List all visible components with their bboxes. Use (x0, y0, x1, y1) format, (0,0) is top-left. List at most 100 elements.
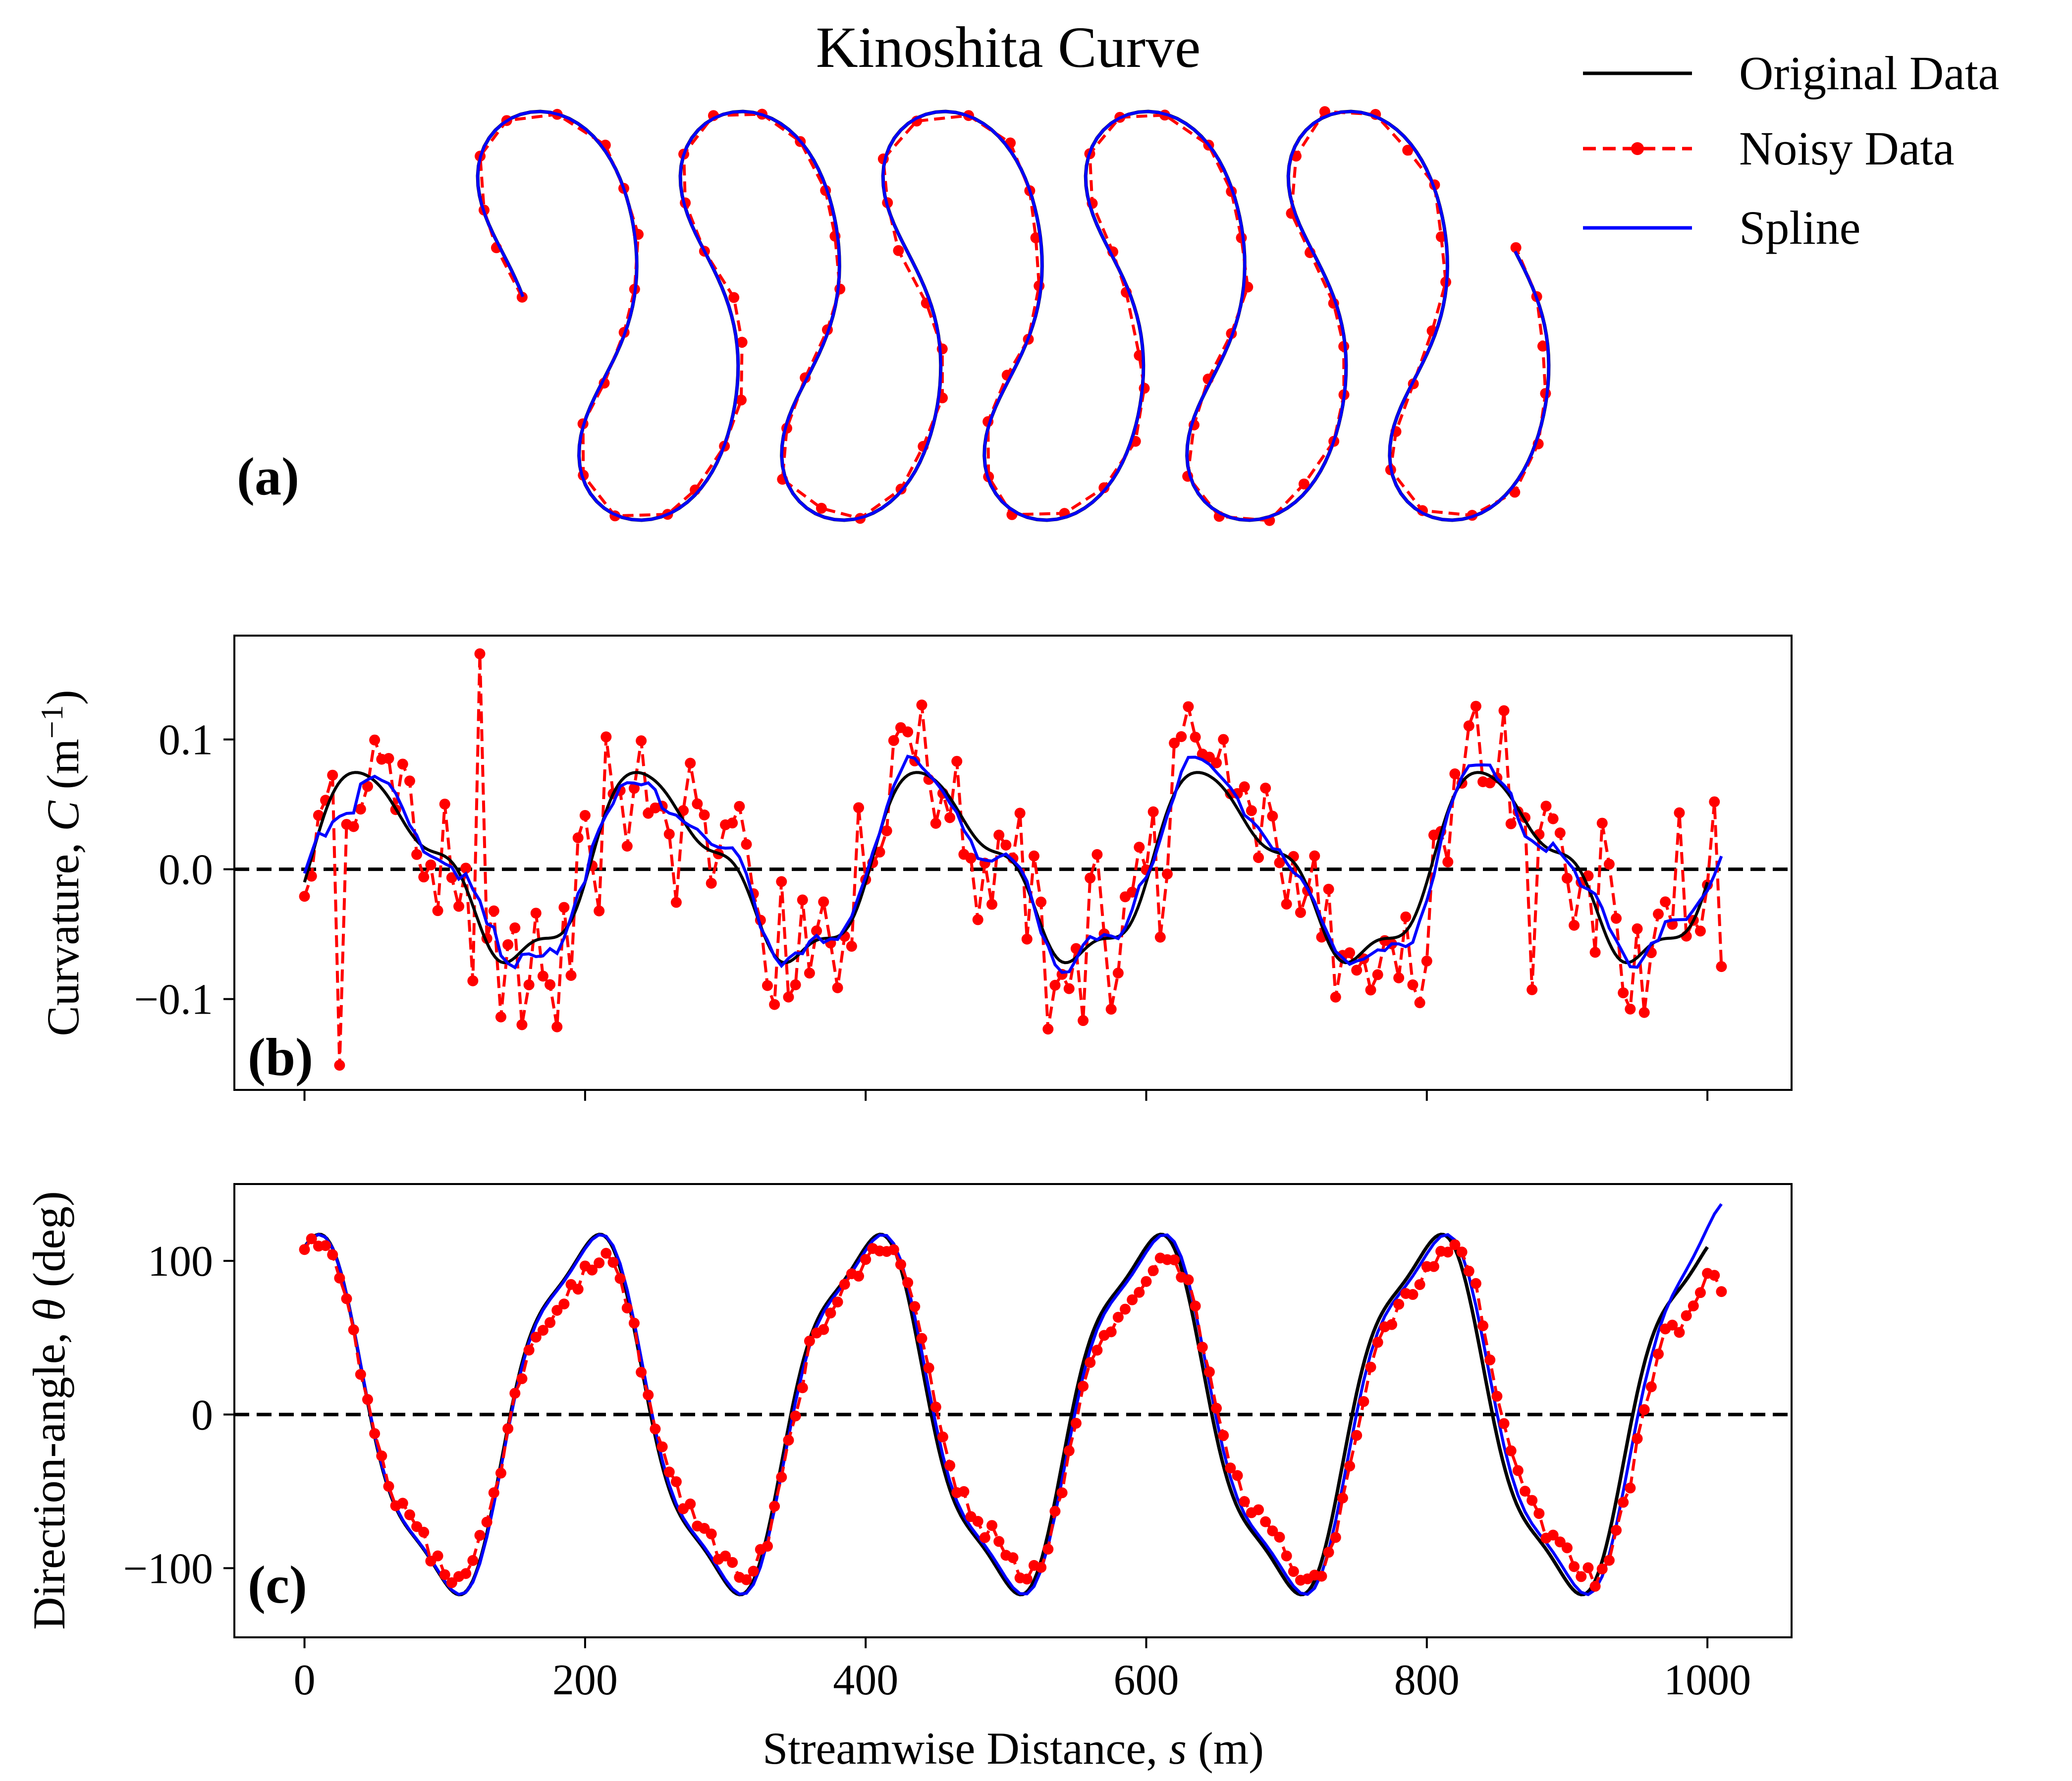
angle-noisy-point (1169, 1254, 1180, 1266)
angle-noisy-point (636, 1366, 647, 1378)
curvature-noisy-point (1246, 805, 1257, 816)
angle-noisy-point (895, 1259, 906, 1270)
angle-spline-line (303, 1203, 1723, 1597)
curvature-noisy-point (1183, 701, 1194, 712)
angle-noisy-point (1141, 1276, 1152, 1287)
angle-noisy-point (1611, 1524, 1622, 1536)
curvature-noisy-point (628, 783, 640, 794)
curvature-noisy-point (1323, 883, 1334, 895)
panel-c-letter: (c) (248, 1556, 307, 1615)
x-axis-label: Streamwise Distance, s (m) (763, 1723, 1264, 1774)
angle-noisy-point (509, 1388, 521, 1399)
angle-noisy-point (1134, 1287, 1145, 1298)
angle-noisy-point (1323, 1547, 1334, 1558)
curvature-noisy-point (600, 731, 612, 743)
angle-noisy-point (397, 1498, 408, 1509)
angle-noisy-point (530, 1332, 542, 1343)
curvature-noisy-point (530, 908, 542, 919)
angle-noisy-point (1190, 1300, 1201, 1312)
legend-marker-noisy (1631, 142, 1644, 155)
curvature-noisy-point (362, 781, 373, 792)
curvature-noisy-point (685, 757, 696, 769)
angle-noisy-point (986, 1520, 998, 1531)
angle-noisy-point (1527, 1495, 1538, 1506)
curvature-noisy-point (1091, 849, 1103, 860)
legend-label-spline: Spline (1739, 201, 1860, 254)
angle-noisy-point (656, 1441, 668, 1453)
planform-noisy-point (816, 502, 827, 514)
angle-noisy-point (481, 1516, 492, 1528)
angle-noisy-point (776, 1471, 787, 1483)
curvature-noisy-point (1295, 907, 1306, 918)
angle-noisy-point (670, 1476, 682, 1487)
curvature-noisy-point (1085, 872, 1096, 884)
curvature-noisy-point (783, 991, 794, 1003)
angle-noisy-point (1589, 1581, 1601, 1592)
curvature-noisy-point (1028, 850, 1039, 862)
curvature-noisy-point (727, 817, 738, 829)
curvature-noisy-point (1176, 731, 1187, 742)
angle-noisy-point (1203, 1366, 1215, 1378)
y-tick-label: 100 (148, 1238, 213, 1286)
curvature-noisy-point (1393, 972, 1405, 983)
angle-noisy-point (376, 1450, 387, 1461)
curvature-noisy-point (699, 809, 710, 820)
angle-noisy-point (930, 1402, 941, 1413)
angle-noisy-point (832, 1296, 843, 1308)
curvature-noisy-point (1449, 768, 1461, 780)
angle-noisy-point (600, 1247, 612, 1259)
planform-noisy-point (1298, 478, 1309, 489)
angle-noisy-point (594, 1257, 605, 1269)
angle-noisy-point (1267, 1525, 1278, 1537)
angle-noisy-point (320, 1240, 331, 1251)
angle-noisy-point (1211, 1403, 1222, 1414)
curvature-noisy-point (579, 810, 591, 821)
angle-noisy-point (1042, 1543, 1054, 1555)
curvature-noisy-point (1498, 705, 1510, 716)
y-tick-label: −0.1 (134, 976, 213, 1024)
curvature-noisy-point (432, 905, 443, 917)
curvature-noisy-point (558, 902, 570, 913)
curvature-noisy-point (488, 905, 499, 917)
angle-noisy-point (467, 1555, 479, 1566)
curvature-noisy-point (951, 756, 963, 767)
angle-noisy-point (1147, 1265, 1159, 1276)
angle-noisy-point (1393, 1298, 1405, 1310)
angle-noisy-point (1667, 1319, 1678, 1331)
angle-noisy-point (762, 1541, 773, 1552)
curvature-noisy-point (1042, 1024, 1054, 1035)
angle-noisy-point (804, 1335, 815, 1347)
angle-noisy-point (1477, 1320, 1489, 1332)
curvature-noisy-point (299, 891, 310, 902)
curvature-noisy-point (916, 700, 927, 711)
curvature-noisy-point (692, 798, 703, 810)
curvature-noisy-point (972, 914, 983, 925)
curvature-noisy-point (313, 810, 324, 821)
angle-noisy-point (488, 1487, 499, 1499)
panel-b-ylabel: Curvature, C (m−1) (34, 690, 88, 1036)
angle-noisy-point (1498, 1418, 1510, 1429)
angle-noisy-point (741, 1574, 752, 1585)
curvature-noisy-point (1105, 1004, 1117, 1015)
curvature-noisy-point (565, 970, 577, 981)
angle-noisy-point (418, 1526, 430, 1538)
angle-spline-series (303, 1203, 1723, 1597)
curvature-noisy-point (404, 775, 415, 787)
angle-noisy-point (460, 1568, 472, 1579)
angle-noisy-point (1127, 1294, 1138, 1305)
panel-c-y-ticks: −100 0 100 (123, 1238, 234, 1593)
curvature-noisy-point (1421, 955, 1432, 967)
angle-noisy-point (1351, 1430, 1363, 1441)
curvature-noisy-point (545, 979, 556, 990)
angle-noisy-point (720, 1550, 731, 1562)
planform-noisy-point (516, 291, 528, 303)
curvature-noisy-point (495, 1011, 506, 1023)
curvature-noisy-point (348, 821, 359, 832)
angle-noisy-point (1337, 1492, 1348, 1504)
x-tick-label: 600 (1113, 1656, 1179, 1704)
curvature-noisy-point (1625, 1003, 1636, 1015)
angle-noisy-point (1007, 1552, 1019, 1564)
curvature-noisy-point (1330, 991, 1341, 1003)
angle-noisy-point (1569, 1561, 1580, 1572)
x-tick-label: 0 (294, 1656, 316, 1704)
